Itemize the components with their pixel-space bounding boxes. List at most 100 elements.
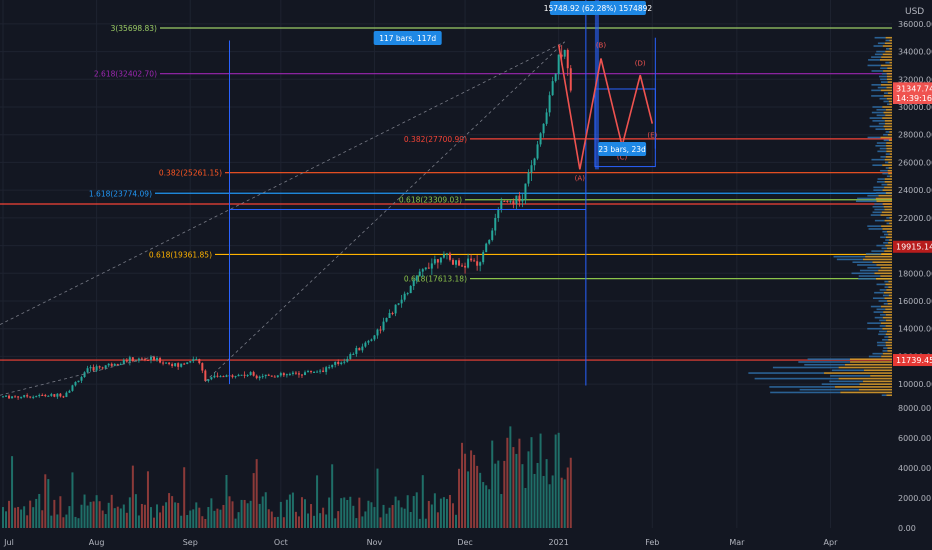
candle-body[interactable] (249, 372, 252, 376)
candle-body[interactable] (50, 394, 53, 396)
candle-body[interactable] (243, 374, 246, 376)
candle-body[interactable] (536, 144, 539, 159)
candle-body[interactable] (297, 373, 300, 375)
candle-body[interactable] (267, 374, 270, 376)
candle-body[interactable] (458, 260, 461, 266)
candle-body[interactable] (29, 396, 32, 398)
candlesticks[interactable] (2, 45, 572, 400)
candle-body[interactable] (397, 303, 400, 305)
candle-body[interactable] (358, 347, 361, 351)
candle-body[interactable] (195, 359, 198, 361)
candle-body[interactable] (322, 370, 325, 372)
candle-body[interactable] (122, 359, 125, 365)
candle-body[interactable] (74, 382, 77, 386)
candle-body[interactable] (282, 373, 285, 376)
candle-body[interactable] (521, 198, 524, 202)
candle-body[interactable] (500, 200, 503, 210)
candle-body[interactable] (445, 253, 448, 255)
candle-body[interactable] (530, 165, 533, 173)
candle-body[interactable] (548, 95, 551, 113)
candle-body[interactable] (430, 263, 433, 269)
candle-body[interactable] (231, 375, 234, 378)
candle-body[interactable] (367, 340, 370, 343)
candle-body[interactable] (41, 395, 44, 397)
candle-body[interactable] (89, 367, 92, 369)
candle-body[interactable] (442, 254, 445, 258)
candle-body[interactable] (542, 123, 545, 134)
candle-body[interactable] (62, 396, 65, 398)
candle-body[interactable] (512, 201, 515, 204)
candle-body[interactable] (473, 260, 476, 262)
price-range-callout[interactable] (549, 1, 646, 15)
candle-body[interactable] (569, 68, 572, 91)
drawings[interactable]: (A) (B) (C) (D) (E) 15748.92 (62.28%) 1574892… (0, 0, 658, 396)
candle-body[interactable] (252, 372, 255, 376)
candle-body[interactable] (116, 363, 119, 365)
candle-body[interactable] (101, 367, 104, 369)
bars-range-callout[interactable] (598, 142, 647, 156)
candle-body[interactable] (162, 362, 165, 364)
candle-body[interactable] (418, 271, 421, 277)
candle-body[interactable] (192, 359, 195, 362)
candle-body[interactable] (506, 200, 509, 202)
candle-body[interactable] (59, 393, 62, 397)
candle-body[interactable] (234, 376, 237, 378)
candle-body[interactable] (128, 357, 131, 362)
candle-body[interactable] (5, 395, 8, 397)
candle-body[interactable] (319, 370, 322, 372)
candle-body[interactable] (149, 356, 152, 361)
candle-body[interactable] (110, 363, 113, 366)
candle-body[interactable] (38, 395, 41, 397)
candle-body[interactable] (261, 376, 264, 378)
candle-body[interactable] (464, 265, 467, 268)
candle-body[interactable] (119, 364, 122, 366)
candle-body[interactable] (331, 364, 334, 368)
candle-body[interactable] (467, 258, 470, 268)
candle-body[interactable] (71, 385, 74, 391)
candle-body[interactable] (65, 392, 68, 397)
candle-body[interactable] (92, 367, 95, 371)
candle-body[interactable] (237, 374, 240, 377)
candle-body[interactable] (337, 361, 340, 364)
candle-body[interactable] (171, 364, 174, 366)
candle-body[interactable] (491, 230, 494, 240)
candle-body[interactable] (427, 267, 430, 269)
candle-body[interactable] (264, 374, 267, 377)
candle-body[interactable] (439, 257, 442, 263)
candle-body[interactable] (186, 362, 189, 365)
candle-body[interactable] (403, 293, 406, 300)
candle-body[interactable] (433, 259, 436, 264)
candle-body[interactable] (294, 372, 297, 374)
candle-body[interactable] (343, 361, 346, 363)
candle-body[interactable] (349, 354, 352, 359)
candle-body[interactable] (189, 361, 192, 363)
candle-body[interactable] (388, 313, 391, 318)
candle-body[interactable] (47, 395, 50, 397)
candle-body[interactable] (20, 396, 23, 398)
candle-body[interactable] (461, 265, 464, 267)
candle-body[interactable] (246, 375, 249, 377)
candle-body[interactable] (44, 395, 47, 397)
candle-body[interactable] (270, 375, 273, 377)
candle-body[interactable] (213, 375, 216, 378)
candle-body[interactable] (355, 347, 358, 354)
candle-body[interactable] (524, 183, 527, 199)
candle-body[interactable] (560, 54, 563, 57)
range-highlight[interactable] (594, 0, 599, 170)
candle-body[interactable] (557, 54, 560, 75)
candle-body[interactable] (26, 395, 29, 397)
candle-body[interactable] (376, 329, 379, 336)
candle-body[interactable] (146, 359, 149, 361)
candle-body[interactable] (370, 339, 373, 341)
candle-body[interactable] (137, 358, 140, 361)
candle-body[interactable] (566, 49, 569, 69)
candle-body[interactable] (385, 317, 388, 322)
candle-body[interactable] (219, 376, 222, 378)
candle-body[interactable] (291, 372, 294, 374)
candle-body[interactable] (328, 367, 331, 369)
candle-body[interactable] (334, 361, 337, 365)
candle-body[interactable] (177, 363, 180, 367)
candle-body[interactable] (394, 304, 397, 314)
candle-body[interactable] (240, 374, 243, 376)
candle-body[interactable] (503, 200, 506, 202)
